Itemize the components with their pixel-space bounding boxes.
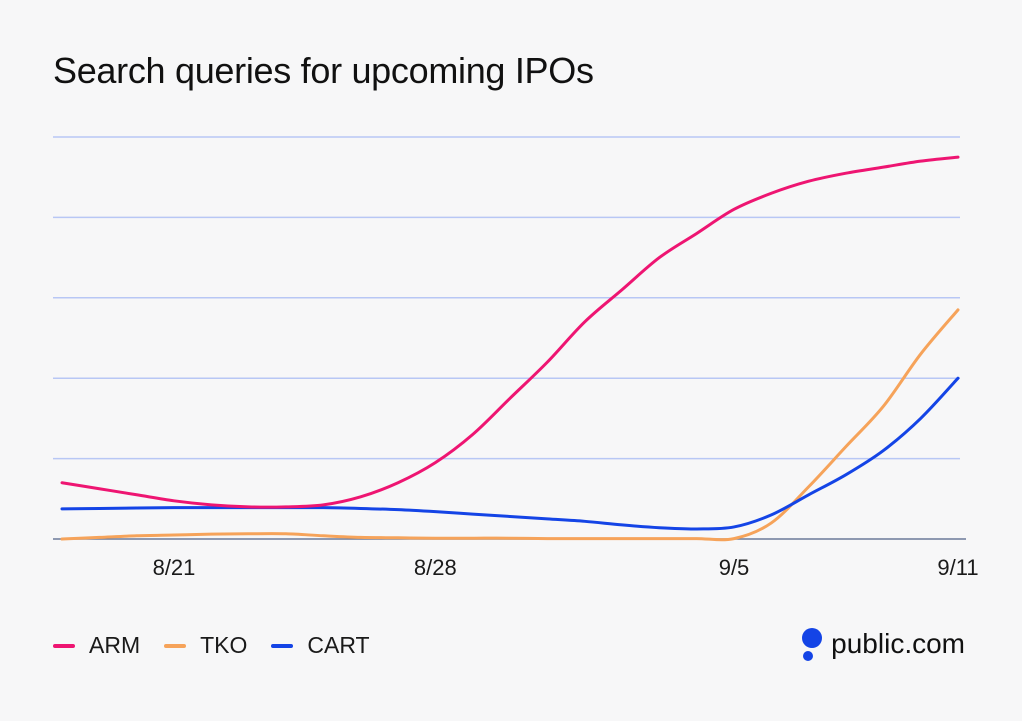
legend-label-tko: TKO	[200, 632, 248, 658]
x-tick-label: 9/11	[937, 555, 978, 580]
series-line-cart	[60, 376, 960, 531]
legend-swatch-tko	[164, 643, 187, 648]
series-line-arm	[60, 155, 960, 509]
line-chart: 8/21 8/28 9/5 9/11	[53, 136, 979, 580]
public-logo-icon	[801, 626, 823, 662]
series-lines	[60, 155, 960, 542]
brand-name: public.com	[831, 628, 965, 659]
legend: ARM TKO CART	[53, 632, 370, 659]
chart-title: Search queries for upcoming IPOs	[53, 50, 594, 91]
x-tick-label: 8/28	[414, 555, 457, 580]
legend-swatch-arm	[53, 643, 75, 648]
x-axis-ticks: 8/21 8/28 9/5 9/11	[153, 555, 979, 580]
brand: public.com	[801, 626, 965, 662]
legend-item-tko: TKO	[164, 632, 247, 659]
x-tick-label: 9/5	[719, 555, 750, 580]
series-line-tko	[60, 308, 960, 542]
legend-swatch-cart	[271, 643, 294, 648]
legend-label-arm: ARM	[89, 632, 141, 658]
gridlines	[53, 136, 966, 540]
legend-label-cart: CART	[307, 632, 370, 658]
legend-item-arm: ARM	[53, 632, 140, 659]
x-tick-label: 8/21	[153, 555, 196, 580]
legend-item-cart: CART	[271, 632, 370, 659]
